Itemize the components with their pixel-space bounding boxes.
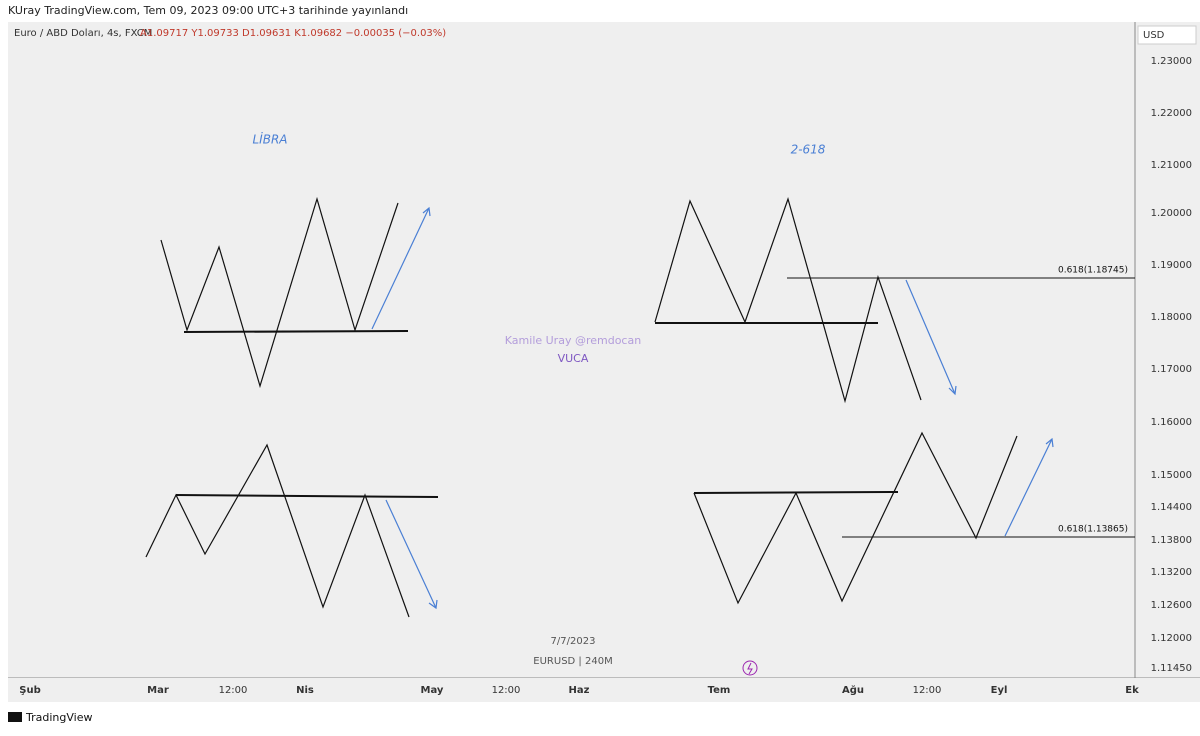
currency[interactable]: USD — [1143, 30, 1165, 41]
price-tick-label: 1.11450 — [1151, 663, 1192, 674]
price-tick-label: 1.14400 — [1151, 502, 1192, 513]
zigzag — [693, 431, 1018, 605]
price-tick-label: 1.12600 — [1151, 600, 1192, 611]
price-tick-label: 1.18000 — [1151, 312, 1192, 323]
price-tick-label: 1.23000 — [1151, 56, 1192, 67]
time-tick-label: Ek — [1125, 685, 1139, 696]
watermark-author: Kamile Uray @remdocan — [505, 334, 641, 347]
drawings — [145, 196, 1135, 618]
time-tick-label: Ağu — [842, 684, 864, 696]
time-tick-label: Tem — [708, 685, 731, 696]
neckline — [693, 491, 899, 494]
label-libra: LİBRA — [252, 132, 287, 147]
time-tick-label: Şub — [19, 685, 40, 696]
fib-label: 0.618(1.13865) — [1058, 525, 1128, 535]
price-tick-label: 1.21000 — [1151, 160, 1192, 171]
time-axis-pane — [8, 678, 1200, 702]
price-tick-label: 1.22000 — [1151, 108, 1192, 119]
brand: TradingView — [25, 711, 92, 724]
price-tick-label: 1.12000 — [1151, 633, 1192, 644]
fib-label: 0.618(1.18745) — [1058, 266, 1128, 276]
price-tick-label: 1.20000 — [1151, 208, 1192, 219]
arrow-head — [948, 385, 957, 396]
price-tick-label: 1.19000 — [1151, 260, 1192, 271]
zigzag — [654, 197, 922, 404]
time-tick-label: May — [421, 685, 444, 696]
time-tick-label: Eyl — [991, 685, 1008, 696]
time-tick-label: 12:00 — [219, 685, 248, 696]
currency-box[interactable] — [1137, 25, 1197, 45]
price-tick-label: 1.16000 — [1151, 417, 1192, 428]
time-tick-label: 12:00 — [913, 685, 942, 696]
symbol-name: Euro / ABD Doları, 4s, FXCM — [14, 28, 152, 39]
published-line: KUray TradingView.com, Tem 09, 2023 09:0… — [8, 4, 408, 17]
brand-logo — [8, 712, 22, 722]
price-tick-label: 1.17000 — [1151, 364, 1192, 375]
time-tick-label: 12:00 — [492, 685, 521, 696]
price-axis-pane — [1135, 22, 1200, 678]
event-icon[interactable] — [742, 660, 758, 676]
event-bolt — [747, 662, 753, 675]
watermark-date: 7/7/2023 — [551, 636, 596, 647]
zigzag — [160, 196, 399, 389]
price-tick-label: 1.15000 — [1151, 470, 1192, 481]
label-2-618: 2-618 — [791, 143, 826, 157]
arrow-head — [428, 599, 438, 610]
arrow-head — [422, 206, 431, 217]
watermark-symbol: EURUSD | 240M — [533, 656, 612, 667]
arrow-head — [1045, 437, 1054, 448]
arrow — [385, 499, 437, 609]
watermark-vuca: VUCA — [558, 352, 589, 365]
arrow — [905, 279, 956, 395]
neckline — [183, 330, 409, 333]
time-tick-label: Haz — [569, 685, 590, 696]
price-tick-label: 1.13200 — [1151, 567, 1192, 578]
chart-pane — [8, 22, 1135, 678]
arrow — [1004, 438, 1053, 537]
neckline — [175, 494, 439, 498]
arrow — [371, 207, 430, 330]
time-tick-label: Nis — [296, 685, 314, 696]
price-tick-label: 1.13800 — [1151, 535, 1192, 546]
symbol-ohlc: A1.09717 Y1.09733 D1.09631 K1.09682 −0.0… — [140, 28, 446, 39]
time-tick-label: Mar — [147, 685, 169, 696]
